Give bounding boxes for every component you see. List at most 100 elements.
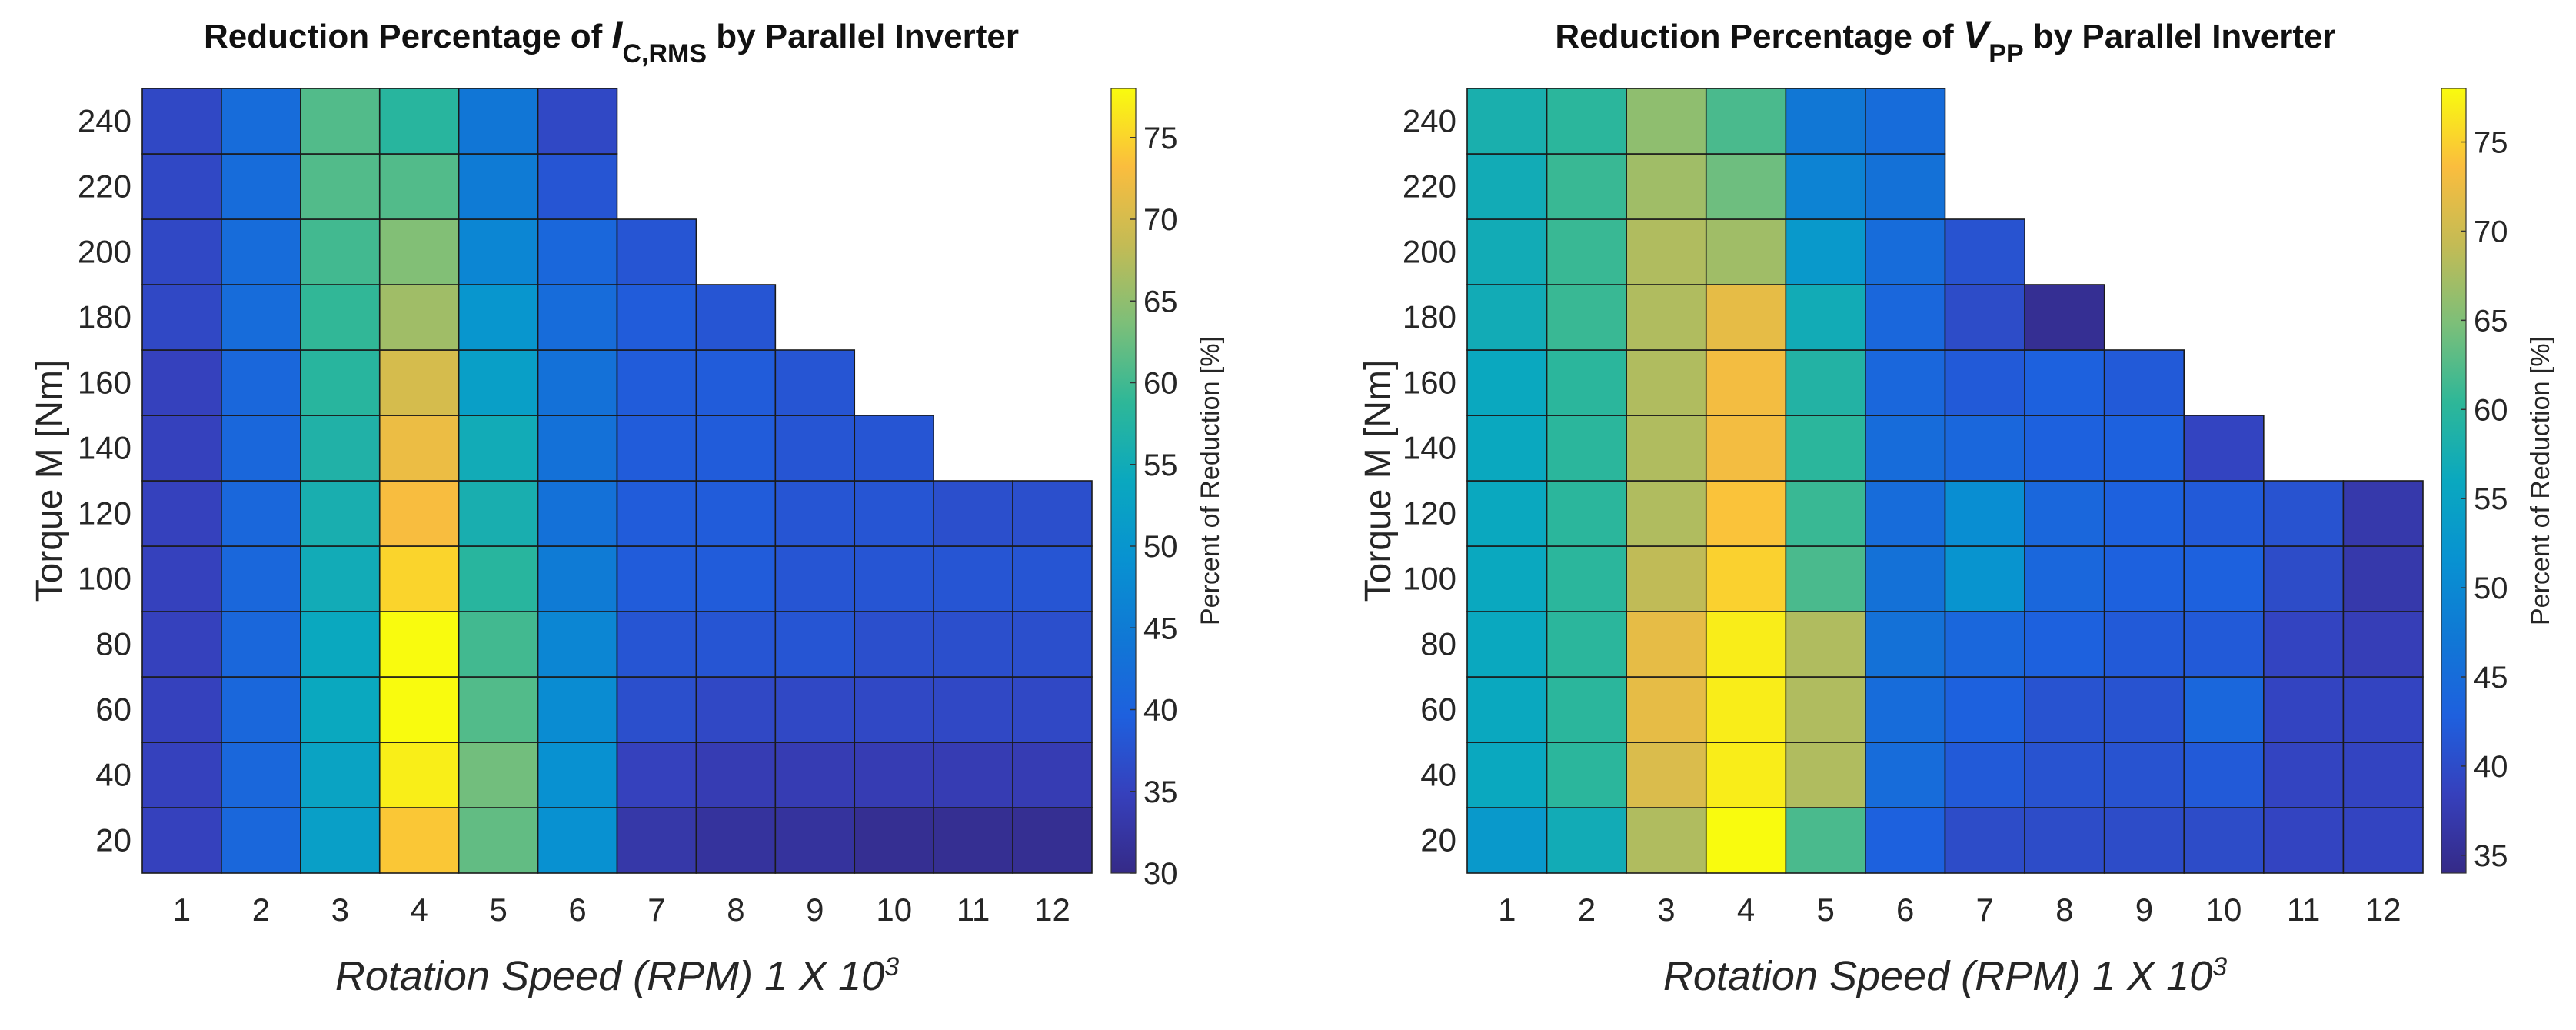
x-tick-label: 3 xyxy=(1657,892,1675,928)
heatmap-cell xyxy=(695,807,777,874)
heatmap-cell xyxy=(616,284,697,351)
heatmap-cell xyxy=(2183,676,2265,743)
y-tick-label: 120 xyxy=(1403,495,1456,532)
heatmap-cell xyxy=(1626,611,1707,678)
heatmap-cell xyxy=(537,349,618,416)
heatmap-cell xyxy=(1466,807,1548,874)
heatmap-cell xyxy=(2342,545,2424,612)
chart-title: Reduction Percentage of VPP by Parallel … xyxy=(1555,13,2335,68)
heatmap-cell xyxy=(141,415,222,482)
colorbar-tick-label: 70 xyxy=(1143,203,1178,237)
heatmap-cell xyxy=(458,349,539,416)
colorbar-label: Percent of Reduction [%] xyxy=(1196,336,1225,625)
heatmap-cell xyxy=(221,349,301,416)
heatmap-cell xyxy=(616,807,697,874)
heatmap-cell xyxy=(854,545,934,612)
y-tick-label: 100 xyxy=(1403,561,1456,597)
heatmap-cell xyxy=(221,415,301,482)
heatmap-cell xyxy=(774,807,856,874)
heatmap-cell xyxy=(1785,676,1866,743)
heatmap-cell xyxy=(1944,349,2025,416)
heatmap-cell xyxy=(1705,284,1787,351)
chart-2: 1 2 3 4 5 6 7 8 9 10 11 122040608010012014016018020… xyxy=(1358,13,2555,999)
heatmap-cell xyxy=(854,480,934,547)
y-tick-label: 240 xyxy=(1403,103,1456,139)
y-tick-label: 20 xyxy=(1420,822,1456,858)
y-tick-label: 40 xyxy=(1420,757,1456,793)
heatmap-cell xyxy=(1705,349,1787,416)
heatmap-cell xyxy=(1546,218,1627,285)
x-tick-label: 4 xyxy=(411,892,428,928)
heatmap-cell xyxy=(2342,807,2424,874)
y-tick-label: 220 xyxy=(1403,168,1456,205)
heatmap-cell xyxy=(2342,742,2424,808)
heatmap-cell xyxy=(2024,349,2105,416)
heatmap-cell xyxy=(221,153,301,220)
heatmap-cell xyxy=(1466,88,1548,155)
heatmap-cell xyxy=(2263,480,2345,547)
heatmap-cell xyxy=(1785,284,1866,351)
heatmap-cell xyxy=(2183,807,2265,874)
heatmap-cell xyxy=(458,807,539,874)
heatmap-cell xyxy=(458,676,539,743)
y-tick-label: 20 xyxy=(95,822,131,858)
heatmap-cell xyxy=(1944,545,2025,612)
heatmap-cell xyxy=(300,88,381,155)
y-axis-label: Torque M [Nm] xyxy=(1358,360,1399,602)
heatmap-cell xyxy=(141,545,222,612)
heatmap-cell xyxy=(854,611,934,678)
heatmap-cell xyxy=(1012,742,1093,808)
heatmap-cell xyxy=(933,676,1013,743)
heatmap-cell xyxy=(2024,676,2105,743)
heatmap-cell xyxy=(2342,480,2424,547)
heatmap-cell xyxy=(854,742,934,808)
heatmap-cell xyxy=(1944,676,2025,743)
heatmap-cell xyxy=(2183,480,2265,547)
x-tick-label: 6 xyxy=(1896,892,1914,928)
heatmap-cell xyxy=(141,742,222,808)
heatmap-cell xyxy=(378,88,460,155)
y-tick-label: 160 xyxy=(1403,365,1456,401)
heatmap-cell xyxy=(1944,218,2025,285)
heatmap-cell xyxy=(458,611,539,678)
y-tick-label: 100 xyxy=(78,561,131,597)
heatmap-cell xyxy=(1546,480,1627,547)
heatmap-cell xyxy=(1944,807,2025,874)
y-tick-label: 120 xyxy=(78,495,131,532)
heatmap-cell xyxy=(1785,218,1866,285)
heatmap-cell xyxy=(1546,415,1627,482)
y-axis-label: Torque M [Nm] xyxy=(29,360,70,602)
heatmap-cell xyxy=(1466,218,1548,285)
x-tick-label: 9 xyxy=(806,892,824,928)
heatmap-cell xyxy=(2263,611,2345,678)
heatmap-cell xyxy=(933,480,1013,547)
heatmap-cell xyxy=(2342,676,2424,743)
heatmap-cell xyxy=(378,153,460,220)
heatmap-cell xyxy=(2024,284,2105,351)
heatmap-cell xyxy=(774,349,856,416)
heatmap-cell xyxy=(300,415,381,482)
heatmap-cell xyxy=(616,545,697,612)
heatmap-cell xyxy=(1865,807,1946,874)
heatmap-cell xyxy=(2024,611,2105,678)
heatmap-cell xyxy=(774,545,856,612)
heatmap-cell xyxy=(2103,676,2185,743)
heatmap-cell xyxy=(221,545,301,612)
colorbar-tick-label: 40 xyxy=(1143,694,1178,728)
y-tick-label: 60 xyxy=(95,692,131,728)
chart-1: 1 2 3 4 5 6 7 8 9 10 11 122040608010012014016018020… xyxy=(29,13,1225,999)
heatmap-cell xyxy=(1626,480,1707,547)
heatmap-cell xyxy=(854,415,934,482)
heatmap-cell xyxy=(1944,742,2025,808)
x-tick-label: 10 xyxy=(2206,892,2242,928)
heatmap-cell xyxy=(695,676,777,743)
heatmap-cell xyxy=(537,218,618,285)
colorbar-tick-label: 75 xyxy=(2474,126,2508,160)
heatmap-cell xyxy=(1546,545,1627,612)
y-tick-label: 40 xyxy=(95,757,131,793)
heatmap-cell xyxy=(2263,807,2345,874)
heatmap-cell xyxy=(300,284,381,351)
heatmap-cell xyxy=(1865,742,1946,808)
heatmap-cell xyxy=(2183,742,2265,808)
heatmap-cell xyxy=(300,807,381,874)
